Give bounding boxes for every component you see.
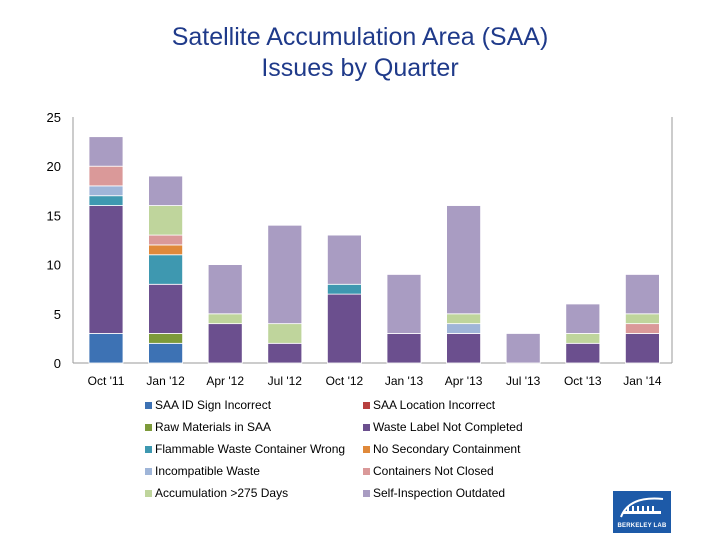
bar-segment xyxy=(565,333,601,344)
legend-label: Self-Inspection Outdated xyxy=(373,486,506,500)
legend-item: Waste Label Not Completed xyxy=(363,418,523,436)
bar-segment xyxy=(267,323,303,344)
bar-segment xyxy=(565,303,601,334)
legend-item: Incompatible Waste xyxy=(145,462,260,480)
legend-item: Raw Materials in SAA xyxy=(145,418,271,436)
legend-swatch xyxy=(145,402,152,409)
y-tick-labels: 0 5 10 15 20 25 xyxy=(47,110,61,371)
bar-segment xyxy=(148,205,184,236)
bar-segment xyxy=(326,283,362,295)
y-tick-label: 10 xyxy=(47,258,61,273)
bar-segment xyxy=(207,323,243,364)
bar-segment xyxy=(148,254,184,285)
legend-swatch xyxy=(145,490,152,497)
legend-swatch xyxy=(145,468,152,475)
legend-item: Flammable Waste Container Wrong xyxy=(145,440,345,458)
bar-segment xyxy=(207,313,243,325)
chart-bars xyxy=(88,136,660,364)
bar-segment xyxy=(625,333,660,364)
bar-segment xyxy=(148,175,184,206)
legend-label: Incompatible Waste xyxy=(155,464,260,478)
legend-item: Accumulation >275 Days xyxy=(145,484,288,502)
bar-segment xyxy=(207,264,243,315)
x-tick-label: Jan '12 xyxy=(146,374,185,388)
bar-segment xyxy=(386,333,422,364)
bar-segment xyxy=(88,333,124,364)
legend-label: Flammable Waste Container Wrong xyxy=(155,442,346,456)
bar-segment xyxy=(148,244,184,256)
y-tick-label: 25 xyxy=(47,110,61,125)
legend-swatch xyxy=(363,468,370,475)
legend-item: Self-Inspection Outdated xyxy=(363,484,505,502)
legend-item: No Secondary Containment xyxy=(363,440,520,458)
bar-segment xyxy=(446,333,482,364)
bar-segment xyxy=(88,136,124,167)
x-tick-label: Apr '13 xyxy=(445,374,483,388)
legend-label: Raw Materials in SAA xyxy=(155,420,272,434)
legend-swatch xyxy=(145,446,152,453)
legend-swatch xyxy=(363,424,370,431)
bar-segment xyxy=(267,224,303,325)
x-tick-label: Oct '12 xyxy=(326,374,364,388)
legend-label: SAA Location Incorrect xyxy=(373,398,496,412)
bar-segment xyxy=(148,333,184,344)
x-tick-label: Oct '11 xyxy=(88,374,125,388)
chart-title-line-1: Satellite Accumulation Area (SAA) xyxy=(171,23,549,51)
bar-segment xyxy=(625,274,660,315)
y-tick-label: 15 xyxy=(47,208,61,223)
bar-segment xyxy=(505,333,541,364)
bar-segment xyxy=(267,342,303,364)
legend-label: No Secondary Containment xyxy=(373,442,521,456)
x-tick-label: Oct '13 xyxy=(564,374,602,388)
bar-segment xyxy=(326,234,362,285)
bar-segment xyxy=(446,313,482,325)
bar-segment xyxy=(148,234,184,246)
x-tick-label: Jan '14 xyxy=(623,374,662,388)
x-tick-label: Jan '13 xyxy=(385,374,424,388)
berkeley-lab-logo-icon xyxy=(620,497,664,518)
legend-swatch xyxy=(145,424,152,431)
x-tick-labels: Oct '11 Jan '12 Apr '12 Jul '12 Oct '12 Jan '… xyxy=(88,374,662,388)
y-tick-label: 0 xyxy=(54,356,61,371)
logo-wordmark: BERKELEY LAB xyxy=(617,523,667,529)
legend-item: Containers Not Closed xyxy=(363,462,494,480)
bar-segment xyxy=(446,205,482,315)
bar-segment xyxy=(326,293,362,364)
chart-title: Satellite Accumulation Area (SAA) Issues… xyxy=(0,22,720,84)
legend-swatch xyxy=(363,490,370,497)
legend-swatch xyxy=(363,446,370,453)
bar-segment xyxy=(625,323,660,334)
legend-label: Containers Not Closed xyxy=(373,464,494,478)
bar-segment xyxy=(386,274,422,334)
legend-item: SAA Location Incorrect xyxy=(363,396,495,414)
legend-swatch xyxy=(363,402,370,409)
x-tick-label: Jul '12 xyxy=(268,374,303,388)
chart-title-line-2: Issues by Quarter xyxy=(261,54,459,82)
y-tick-label: 5 xyxy=(54,307,61,322)
x-tick-label: Apr '12 xyxy=(206,374,244,388)
bar-segment xyxy=(148,283,184,334)
bar-segment xyxy=(88,165,124,187)
bar-segment xyxy=(565,342,601,364)
y-tick-label: 20 xyxy=(47,159,61,174)
bar-segment xyxy=(625,313,660,325)
berkeley-lab-logo: BERKELEY LAB xyxy=(613,491,671,533)
bar-segment xyxy=(148,342,184,364)
x-tick-label: Jul '13 xyxy=(506,374,541,388)
legend-label: SAA ID Sign Incorrect xyxy=(155,398,272,412)
bar-segment xyxy=(88,205,124,334)
bar-segment xyxy=(88,185,124,197)
bar-segment xyxy=(446,323,482,334)
legend-label: Accumulation >275 Days xyxy=(155,486,289,500)
legend-item: SAA ID Sign Incorrect xyxy=(145,396,271,414)
legend-label: Waste Label Not Completed xyxy=(373,420,523,434)
bar-segment xyxy=(88,195,124,206)
